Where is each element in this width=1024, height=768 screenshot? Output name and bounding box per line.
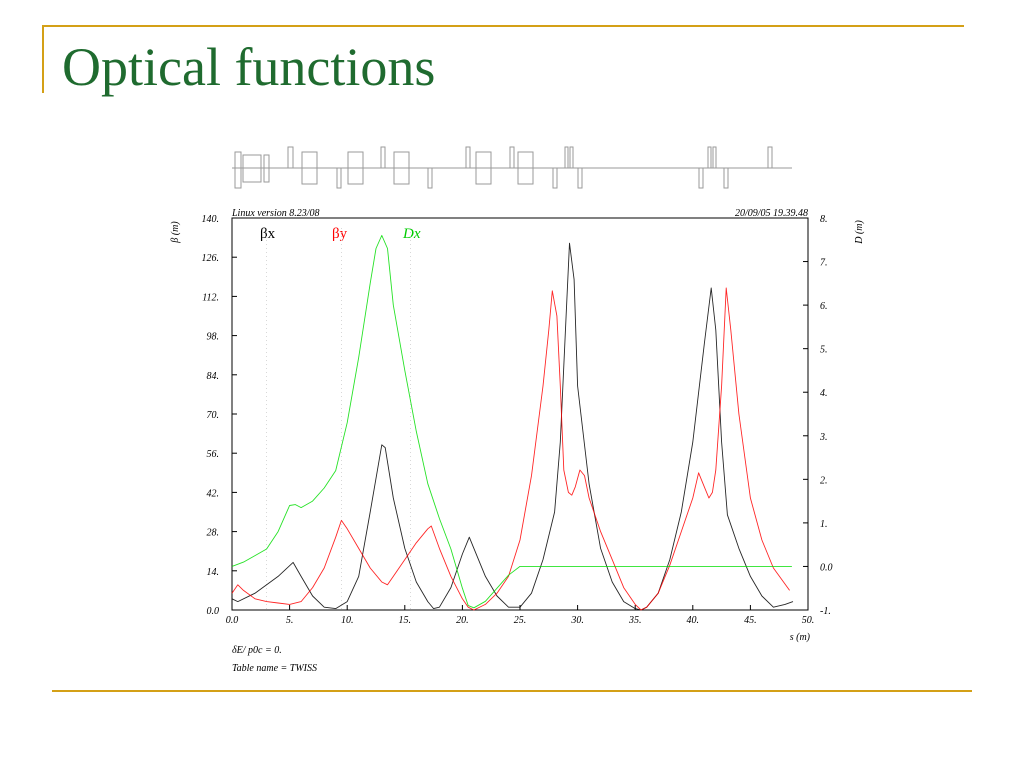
y-left-tick-label: 56.: [207, 449, 220, 460]
y-right-tick-label: 5.: [820, 345, 828, 356]
x-tick-label: 10.: [341, 615, 354, 626]
lattice-element: [569, 146, 574, 169]
lattice-element: [475, 151, 492, 185]
y-right-axis-title: D (m): [854, 220, 865, 245]
y-left-tick-label: 0.0: [207, 606, 220, 617]
left-accent-line: [42, 27, 44, 93]
x-tick-label: 20.: [456, 615, 469, 626]
slide-title: Optical functions: [62, 37, 436, 97]
series-line-bety: [231, 287, 790, 611]
lattice-element: [393, 151, 410, 185]
lattice-element: [564, 146, 569, 169]
y-right-tick-label: 4.: [820, 388, 828, 399]
series-line-betx: [231, 242, 794, 611]
tick-labels: 0.0 5. 10. 15. 20. 25. 30. 35. 40. 45. 50. 0.0 14. 28…: [202, 214, 833, 626]
x-tick-label: 0.0: [226, 615, 239, 626]
delta-label: δE/ p0c = 0.: [232, 645, 282, 656]
lattice-element: [707, 146, 712, 169]
x-tick-label: 50.: [802, 615, 815, 626]
lattice-element: [263, 154, 270, 183]
lattice-element: [465, 146, 471, 169]
lattice-element: [767, 146, 773, 169]
y-left-tick-label: 70.: [207, 410, 220, 421]
lattice-element: [552, 167, 558, 189]
x-tick-label: 45.: [744, 615, 757, 626]
x-tick-label: 40.: [687, 615, 700, 626]
lattice-element: [723, 167, 729, 189]
y-right-tick-label: 7.: [820, 258, 828, 269]
plot-axes: [231, 217, 809, 611]
series-line-dx: [231, 234, 792, 609]
y-right-tick-label: -1.: [820, 606, 831, 617]
lattice-layout: [232, 146, 792, 189]
y-left-tick-label: 140.: [202, 214, 220, 225]
y-left-tick-label: 126.: [202, 253, 220, 264]
lattice-element: [242, 154, 262, 183]
y-right-tick-label: 8.: [820, 214, 828, 225]
plot-frame: [231, 217, 809, 611]
lattice-element: [380, 146, 386, 169]
lattice-element: [577, 167, 583, 189]
legend-bety: βy: [332, 226, 348, 242]
x-tick-label: 25.: [514, 615, 527, 626]
lattice-element: [712, 146, 717, 169]
lattice-element: [427, 167, 433, 189]
y-left-tick-label: 28.: [207, 528, 220, 539]
y-left-tick-label: 98.: [207, 332, 220, 343]
y-left-axis-title: β (m): [170, 221, 181, 244]
table-name-label: Table name = TWISS: [232, 663, 317, 674]
legend-dx: Dx: [402, 226, 421, 242]
x-tick-label: 30.: [570, 615, 584, 626]
lattice-element: [301, 151, 318, 185]
x-tick-label: 5.: [286, 615, 294, 626]
bottom-accent-line: [52, 690, 972, 692]
y-right-tick-label: 3.: [819, 432, 828, 443]
y-left-tick-label: 84.: [207, 371, 220, 382]
timestamp-label: 20/09/05 19.39.48: [735, 208, 808, 219]
y-right-tick-label: 2.: [820, 475, 828, 486]
x-tick-label: 35.: [628, 615, 642, 626]
y-right-tick-label: 0.0: [820, 562, 833, 573]
lattice-element: [509, 146, 515, 169]
x-tick-label: 15.: [399, 615, 412, 626]
lattice-element: [336, 167, 342, 189]
y-right-tick-label: 6.: [820, 301, 828, 312]
version-label: Linux version 8.23/08: [231, 208, 320, 219]
lattice-element: [517, 151, 534, 185]
legend-betx: βx: [260, 226, 276, 242]
lattice-element: [287, 146, 294, 169]
lattice-element: [698, 167, 704, 189]
y-right-tick-label: 1.: [820, 519, 828, 530]
series-lines: [231, 234, 794, 611]
lattice-element: [347, 151, 364, 185]
y-left-tick-label: 112.: [202, 292, 219, 303]
y-left-tick-label: 14.: [207, 567, 220, 578]
top-accent-line: [42, 25, 964, 27]
lattice-element: [234, 151, 242, 189]
x-axis-title: s (m): [790, 632, 811, 643]
y-left-tick-label: 42.: [207, 488, 220, 499]
